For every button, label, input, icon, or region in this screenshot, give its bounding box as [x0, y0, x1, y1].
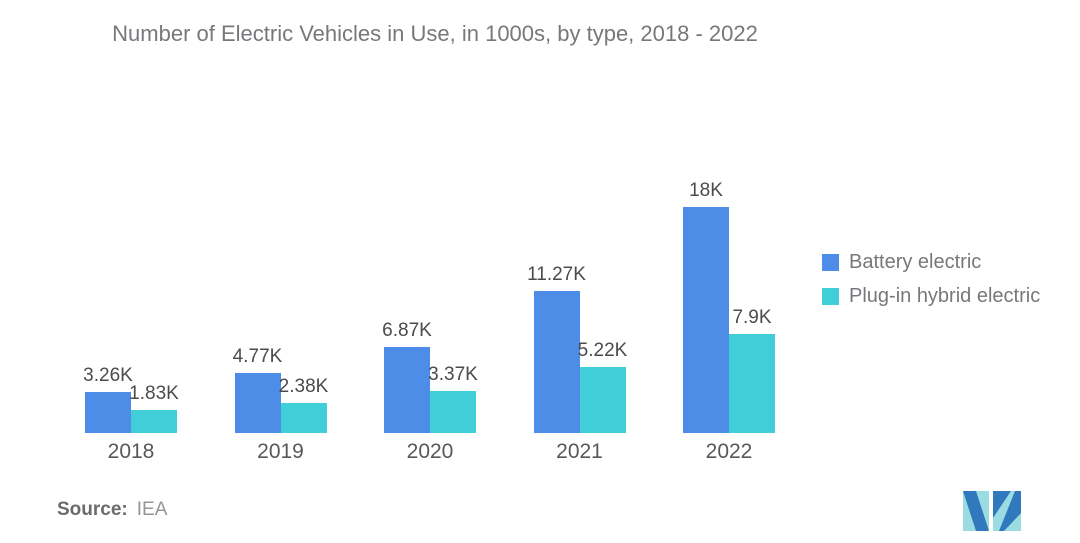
bar-battery-electric-2020: 6.87K [382, 320, 432, 433]
legend-label-plug-in-hybrid-electric: Plug-in hybrid electric [849, 285, 1041, 307]
source-value: IEA [136, 499, 168, 520]
bar-battery-electric-2021: 11.27K [527, 264, 586, 433]
bar-battery-electric-2022: 18K [683, 180, 729, 433]
legend-swatch-battery-electric [822, 254, 839, 271]
bar-plug-in-hybrid-electric-2021: 5.22K [578, 340, 627, 433]
bar-group-2019: 4.77K 2.38K 2019 [233, 188, 329, 465]
legend-swatch-plug-in-hybrid-electric [822, 288, 839, 305]
value-label-battery-electric-2022: 18K [689, 179, 723, 201]
bars-2020: 6.87K 3.37K [382, 188, 478, 433]
x-axis-label-2020: 2020 [406, 440, 454, 463]
source-line: Source: IEA [57, 499, 167, 521]
bar-group-2022: 18K 7.9K 2022 [683, 180, 775, 465]
value-label-plug-in-hybrid-electric-2019: 2.38K [278, 376, 329, 398]
chart-title: Number of Electric Vehicles in Use, in 1… [112, 21, 758, 46]
bar-plug-in-hybrid-electric-2022: 7.9K [729, 307, 775, 433]
bar-battery-electric-2019: 4.77K [233, 346, 282, 433]
bars-2018: 3.26K 1.83K [83, 188, 179, 433]
x-axis-label-2022: 2022 [705, 440, 753, 463]
legend-label-battery-electric: Battery electric [849, 251, 982, 273]
legend-item-battery-electric: Battery electric [822, 251, 1040, 274]
x-axis-label-2021: 2021 [556, 440, 603, 463]
value-label-battery-electric-2021: 11.27K [527, 264, 586, 286]
value-label-plug-in-hybrid-electric-2022: 7.9K [732, 306, 772, 328]
logo-left-tile [963, 491, 989, 531]
bar-plug-in-hybrid-electric-2018: 1.83K [129, 383, 179, 433]
value-label-battery-electric-2020: 6.87K [382, 319, 432, 341]
bar-plug-in-hybrid-electric-2020: 3.37K [428, 364, 478, 433]
logo-right-tile [993, 491, 1021, 531]
value-label-battery-electric-2019: 4.77K [232, 346, 283, 368]
x-axis-label-2019: 2019 [257, 440, 304, 463]
bar-battery-electric-2018: 3.26K [83, 365, 133, 433]
mordor-intelligence-logo [963, 491, 1021, 531]
bar-plug-in-hybrid-electric-2019: 2.38K [279, 376, 328, 433]
value-label-plug-in-hybrid-electric-2018: 1.83K [129, 383, 179, 405]
value-label-plug-in-hybrid-electric-2020: 3.37K [428, 363, 478, 385]
bars-2021: 11.27K 5.22K [527, 188, 627, 433]
source-label: Source: [57, 499, 128, 520]
bars-2019: 4.77K 2.38K [233, 188, 328, 433]
bar-group-2018: 3.26K 1.83K 2018 [83, 188, 179, 465]
bar-group-2020: 6.87K 3.37K 2020 [382, 188, 478, 465]
bars-2022: 18K 7.9K [683, 180, 775, 433]
bar-group-2021: 11.27K 5.22K 2021 [527, 188, 627, 465]
value-label-plug-in-hybrid-electric-2021: 5.22K [577, 340, 628, 362]
x-axis-label-2018: 2018 [107, 440, 155, 463]
chart-plot-area: 3.26K 1.83K 2018 4.77K 2.38K 2019 6.87K 3.37K 20… [83, 180, 775, 465]
legend: Battery electric Plug-in hybrid electric [822, 251, 1040, 308]
value-label-battery-electric-2018: 3.26K [83, 365, 133, 387]
legend-item-plug-in-hybrid-electric: Plug-in hybrid electric [822, 285, 1040, 308]
